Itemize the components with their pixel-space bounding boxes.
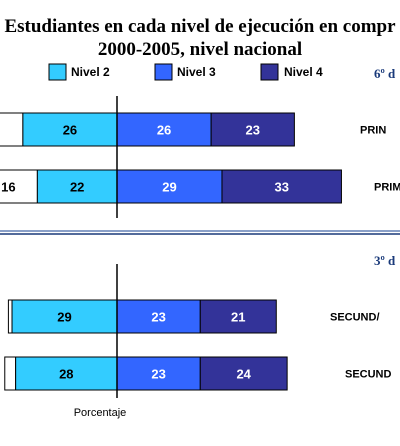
bar-segment-nivel-2-s1-r0	[11, 299, 118, 334]
bar-value-nivel-1-s0-r1: 16	[1, 180, 15, 195]
bar-value-nivel-2-s1-r1: 28	[59, 367, 73, 382]
section-label-secundaria: 3º d	[374, 253, 396, 268]
legend-label-nivel-4: Nivel 4	[284, 65, 323, 79]
bar-value-nivel-4-s1-r0: 21	[231, 310, 245, 325]
bar-segment-nivel-4-s0-r1	[221, 169, 342, 204]
section-label-primaria: 6º d	[374, 66, 396, 81]
bar-value-nivel-4-s1-r1: 24	[236, 367, 251, 382]
row-label-s1-r1: SECUND	[345, 369, 392, 381]
bar-value-nivel-3-s0-r0: 26	[157, 123, 171, 138]
bar-segment-nivel-2-s0-r1	[36, 169, 118, 204]
bar-segment-nivel-1-s1-r1	[4, 356, 17, 391]
chart-title-line1: Estudiantes en cada nivel de ejecución e…	[4, 16, 396, 37]
bar-value-nivel-4-s0-r1: 33	[274, 180, 288, 195]
bars: 26 26 23 PRIN 16 22 29 33 PRIM 29 23 21 SECUND/28 23 2…	[0, 112, 400, 391]
row-label-s1-r0: SECUND/	[330, 312, 380, 324]
bar-segment-nivel-1-s0-r0	[0, 112, 24, 147]
row-label-s0-r0: PRIN	[360, 125, 386, 137]
bar-value-nivel-2-s0-r1: 22	[70, 180, 84, 195]
legend-label-nivel-3: Nivel 3	[177, 65, 216, 79]
legend-swatch-nivel-4	[260, 63, 279, 81]
section-separator	[0, 230, 400, 235]
bar-segment-nivel-2-s0-r0	[22, 112, 118, 147]
bar-segment-nivel-4-s1-r0	[199, 299, 277, 334]
bar-value-nivel-3-s0-r1: 29	[162, 180, 176, 195]
legend-label-nivel-2: Nivel 2	[71, 65, 110, 79]
legend-swatch-nivel-2	[48, 63, 67, 81]
legend-swatch-nivel-3	[154, 63, 173, 81]
x-axis-label: Porcentaje	[74, 407, 127, 419]
bar-value-nivel-3-s1-r1: 23	[151, 367, 165, 382]
bar-segment-nivel-4-s0-r0	[210, 112, 295, 147]
bar-segment-nivel-4-s1-r1	[199, 356, 288, 391]
bar-value-nivel-4-s0-r0: 23	[246, 123, 260, 138]
bar-value-nivel-2-s0-r0: 26	[63, 123, 77, 138]
chart-title-line2: 2000-2005, nivel nacional	[98, 39, 302, 60]
bar-segment-nivel-1-s1-r0	[7, 299, 13, 334]
bar-segment-nivel-3-s1-r0	[116, 299, 201, 334]
bar-segment-nivel-2-s1-r1	[15, 356, 118, 391]
bar-segment-nivel-3-s0-r1	[116, 169, 223, 204]
bar-value-nivel-3-s1-r0: 23	[151, 310, 165, 325]
bar-value-nivel-2-s1-r0: 29	[57, 310, 71, 325]
bar-segment-nivel-3-s0-r0	[116, 112, 212, 147]
bar-segment-nivel-3-s1-r1	[116, 356, 201, 391]
row-label-s0-r1: PRIM	[374, 182, 400, 194]
legend: Nivel 2 Nivel 3 Nivel 4	[48, 63, 323, 81]
